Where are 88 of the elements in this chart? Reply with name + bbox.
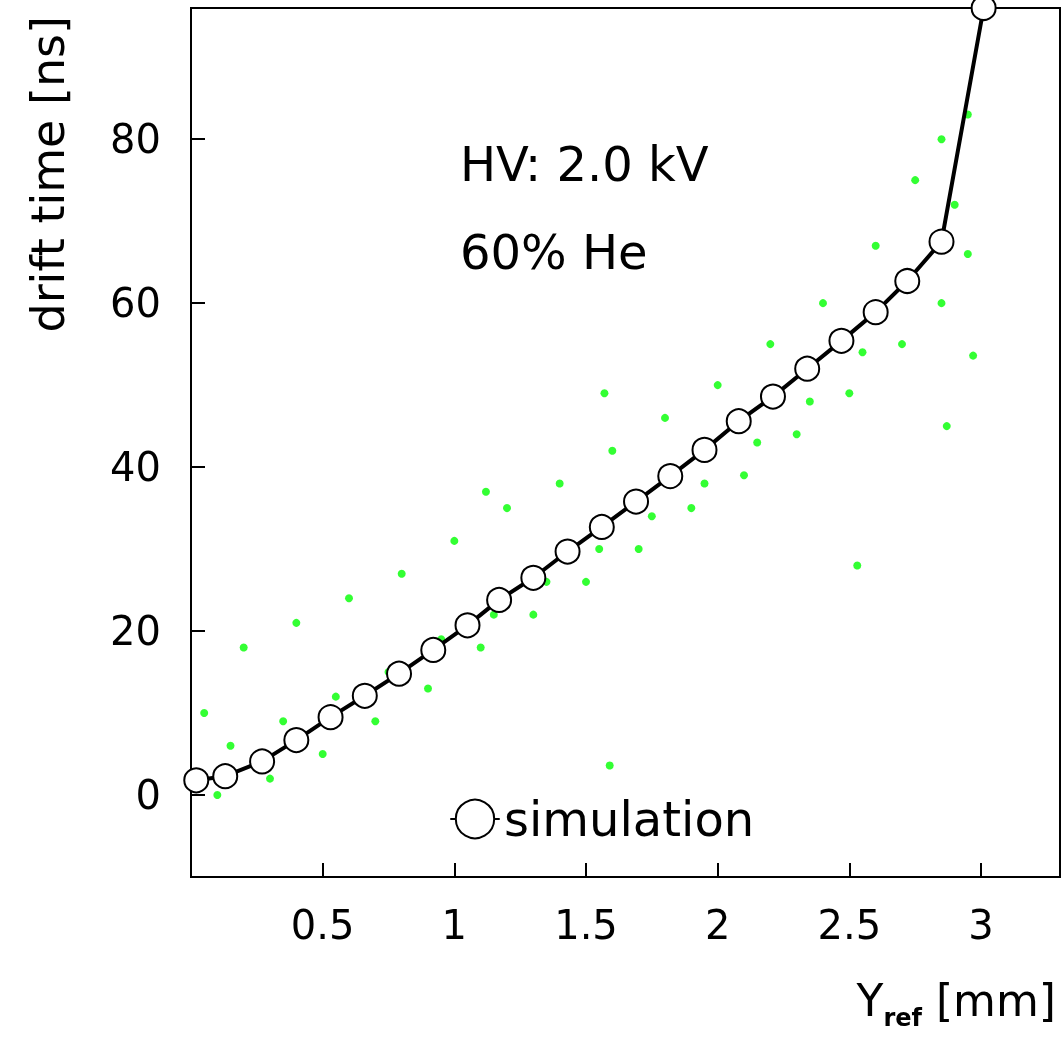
point xyxy=(845,389,854,398)
point xyxy=(345,594,353,603)
y-axis-title: drift time [ns] xyxy=(21,16,75,333)
point xyxy=(937,299,946,308)
point xyxy=(239,643,248,652)
point xyxy=(213,791,222,800)
x-tick-label: 2.5 xyxy=(817,902,882,948)
point xyxy=(331,692,340,701)
point xyxy=(317,704,344,731)
x-tick-label: 0.5 xyxy=(290,902,355,948)
point xyxy=(792,430,801,439)
point xyxy=(759,383,786,410)
point xyxy=(740,471,748,480)
point xyxy=(476,643,485,652)
point xyxy=(753,438,762,447)
point xyxy=(858,348,867,357)
point xyxy=(386,660,413,687)
legend-label: simulation xyxy=(504,791,755,847)
point xyxy=(318,750,327,759)
point xyxy=(871,241,880,250)
point xyxy=(555,479,564,488)
y-tick-label: 80 xyxy=(110,116,161,163)
point xyxy=(486,586,513,613)
point xyxy=(588,513,615,540)
point xyxy=(454,612,481,639)
point xyxy=(529,610,538,619)
point xyxy=(249,748,276,775)
point xyxy=(503,504,511,513)
point xyxy=(226,741,235,750)
point xyxy=(805,397,814,406)
point xyxy=(608,446,617,455)
point xyxy=(520,564,547,591)
point xyxy=(600,389,609,398)
y-tick-label: 60 xyxy=(110,280,161,327)
point xyxy=(942,422,951,431)
annotation: 60% He xyxy=(460,224,648,280)
point xyxy=(657,463,684,490)
point xyxy=(489,610,498,619)
point xyxy=(595,545,604,554)
point xyxy=(605,761,614,770)
point xyxy=(351,682,378,709)
point xyxy=(713,381,722,390)
point xyxy=(582,577,590,586)
point xyxy=(828,327,855,354)
point xyxy=(283,727,310,754)
point xyxy=(687,504,696,513)
point xyxy=(950,200,959,209)
point xyxy=(623,488,650,515)
point xyxy=(183,767,210,794)
point xyxy=(862,299,889,326)
point xyxy=(691,436,718,463)
point xyxy=(700,479,709,488)
point xyxy=(554,538,581,565)
point xyxy=(853,561,862,570)
y-tick-label: 40 xyxy=(110,444,161,491)
x-tick-label: 1.5 xyxy=(554,902,618,948)
x-axis-title: Y$_{ref}$ [mm] xyxy=(856,975,1056,1032)
point xyxy=(420,636,447,663)
point xyxy=(963,249,972,258)
point xyxy=(450,536,459,545)
annotation: HV: 2.0 kV xyxy=(460,136,709,192)
point xyxy=(647,512,656,521)
point xyxy=(212,763,239,790)
point xyxy=(634,545,643,554)
y-tick-label: 0 xyxy=(135,772,161,819)
point xyxy=(725,408,752,435)
x-tick-label: 1 xyxy=(441,902,468,948)
point xyxy=(898,340,906,349)
point xyxy=(200,709,209,718)
y-tick-label: 20 xyxy=(110,608,161,655)
point xyxy=(911,176,920,185)
point xyxy=(794,355,821,382)
point xyxy=(279,717,288,726)
point xyxy=(292,618,301,627)
point xyxy=(397,569,406,578)
point xyxy=(969,351,978,360)
point xyxy=(937,135,946,144)
point xyxy=(266,774,274,783)
x-tick-label: 3 xyxy=(968,902,994,948)
point xyxy=(766,340,775,349)
point xyxy=(371,717,380,726)
point xyxy=(894,268,921,294)
point xyxy=(819,299,827,308)
x-tick-label: 2 xyxy=(704,902,731,948)
point xyxy=(928,228,955,255)
point xyxy=(481,487,490,496)
point xyxy=(424,684,432,693)
point xyxy=(661,413,669,422)
